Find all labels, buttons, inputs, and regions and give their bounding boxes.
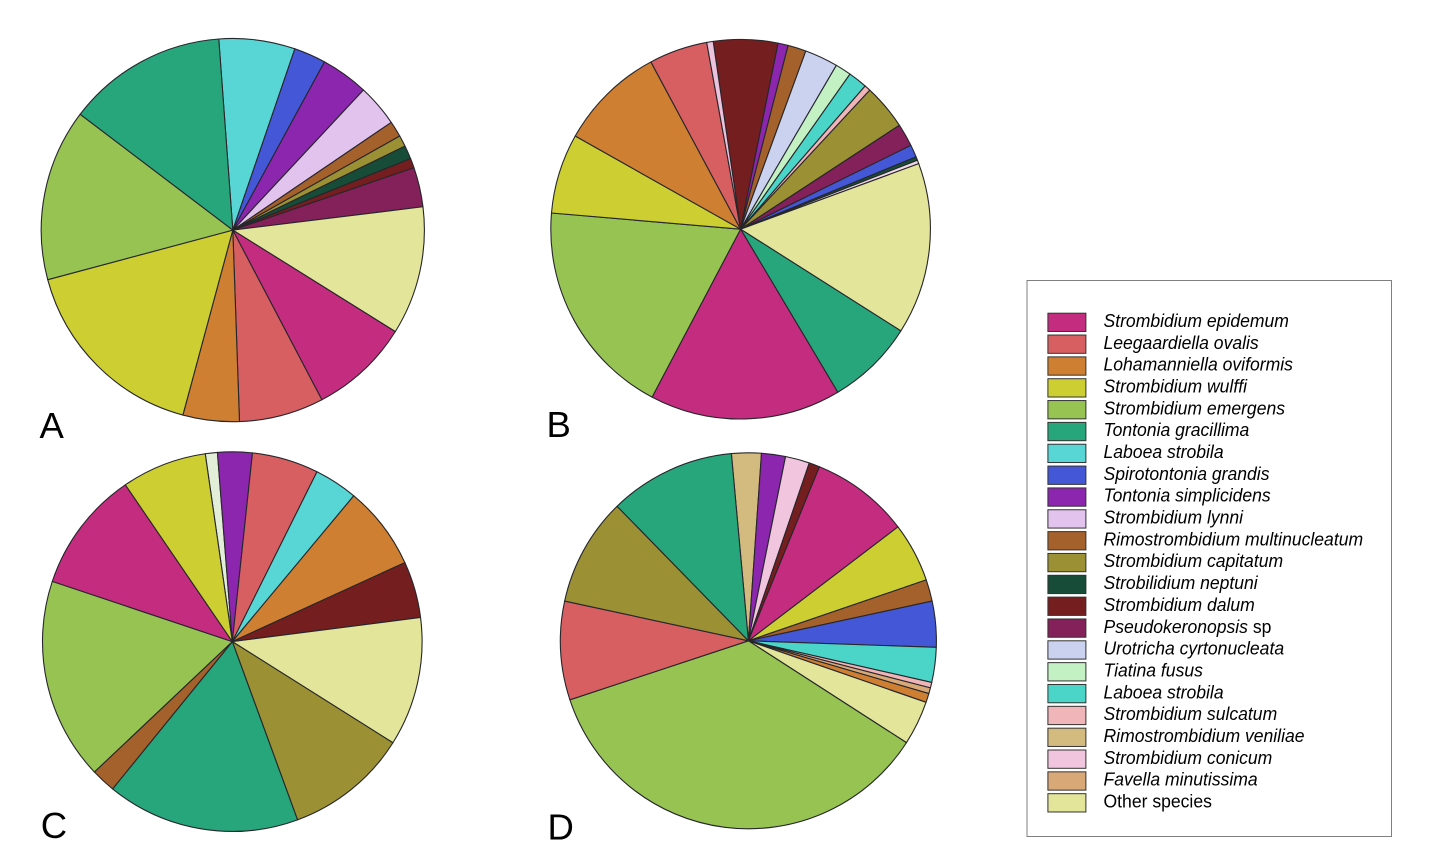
svg-text:Laboea strobila: Laboea strobila bbox=[1104, 441, 1224, 462]
svg-text:Favella minutissima: Favella minutissima bbox=[1104, 769, 1258, 790]
svg-text:Tontonia gracillima: Tontonia gracillima bbox=[1104, 419, 1250, 440]
svg-text:Strombidium emergens: Strombidium emergens bbox=[1104, 397, 1286, 418]
svg-text:Strombidium epidemum: Strombidium epidemum bbox=[1104, 310, 1289, 331]
svg-text:Strobilidium neptuni: Strobilidium neptuni bbox=[1104, 572, 1259, 593]
svg-text:B: B bbox=[547, 404, 571, 445]
svg-text:Tiatina fusus: Tiatina fusus bbox=[1104, 659, 1203, 680]
svg-text:Rimostrombidium multinucleatum: Rimostrombidium multinucleatum bbox=[1104, 528, 1364, 549]
svg-text:Leegaardiella ovalis: Leegaardiella ovalis bbox=[1104, 332, 1259, 353]
svg-text:Strombidium conicum: Strombidium conicum bbox=[1104, 747, 1273, 768]
svg-text:Strombidium dalum: Strombidium dalum bbox=[1104, 594, 1255, 615]
svg-text:Spirotontonia grandis: Spirotontonia grandis bbox=[1104, 463, 1270, 484]
svg-text:Pseudokeronopsis sp: Pseudokeronopsis sp bbox=[1104, 616, 1272, 637]
svg-text:Strombidium capitatum: Strombidium capitatum bbox=[1104, 550, 1284, 571]
svg-text:Rimostrombidium veniliae: Rimostrombidium veniliae bbox=[1104, 725, 1305, 746]
svg-text:D: D bbox=[548, 807, 574, 848]
svg-text:Tontonia simplicidens: Tontonia simplicidens bbox=[1104, 485, 1271, 506]
svg-text:A: A bbox=[40, 405, 65, 446]
svg-text:C: C bbox=[41, 805, 67, 846]
svg-text:Strombidium lynni: Strombidium lynni bbox=[1104, 507, 1244, 528]
svg-text:Laboea strobila: Laboea strobila bbox=[1104, 681, 1224, 702]
svg-text:Other species: Other species bbox=[1104, 790, 1212, 811]
svg-text:Urotricha cyrtonucleata: Urotricha cyrtonucleata bbox=[1104, 638, 1285, 659]
svg-text:Strombidium wulffi: Strombidium wulffi bbox=[1104, 376, 1248, 397]
svg-text:Lohamanniella oviformis: Lohamanniella oviformis bbox=[1104, 354, 1293, 375]
svg-text:Strombidium sulcatum: Strombidium sulcatum bbox=[1104, 703, 1278, 724]
